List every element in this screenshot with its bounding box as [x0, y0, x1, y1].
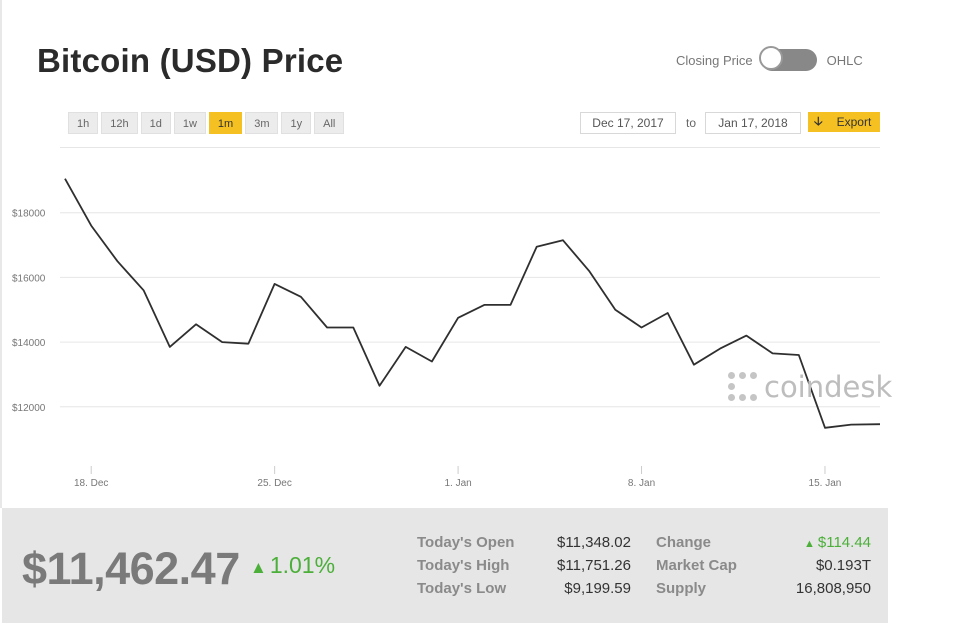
- todays-high-label: Today's High: [417, 557, 510, 574]
- chart-gridlines: [60, 212, 880, 408]
- x-tick-label: 25. Dec: [257, 478, 291, 489]
- range-button-1w[interactable]: 1w: [173, 112, 206, 134]
- range-button-12h[interactable]: 12h: [101, 112, 138, 134]
- left-rule: [0, 0, 2, 508]
- range-button-1h[interactable]: 1h: [68, 112, 99, 134]
- todays-high-value: $11,751.26: [557, 557, 631, 574]
- y-tick-label: $18000: [12, 209, 46, 220]
- export-label: Export: [836, 115, 872, 129]
- market-cap-label: Market Cap: [656, 557, 737, 574]
- price-summary-panel: [2, 508, 888, 623]
- supply-label: Supply: [656, 580, 707, 597]
- price-mode-toggle-area: Closing Price OHLC: [676, 46, 863, 72]
- change-amount: $114.44: [817, 534, 871, 551]
- date-to-separator: to: [686, 116, 697, 130]
- export-button[interactable]: 🡣 Export: [808, 112, 880, 132]
- price-line-chart: $12000$14000$16000$18000 18. Dec 25. Dec 1…: [12, 178, 881, 489]
- range-button-1y[interactable]: 1y: [281, 112, 312, 134]
- y-tick-label: $12000: [12, 403, 46, 414]
- x-tick-label: 8. Jan: [628, 478, 655, 489]
- supply-value: 16,808,950: [795, 580, 871, 597]
- time-range-selector: 1h 12h 1d 1w 1m 3m 1y All: [68, 112, 345, 134]
- x-axis-ticks: 18. Dec 25. Dec 1. Jan 8. Jan 15. Jan: [74, 466, 841, 489]
- todays-low-label: Today's Low: [417, 580, 507, 597]
- price-change-percent: ▲ 1.01%: [250, 552, 335, 579]
- date-to-input[interactable]: Jan 17, 2018: [705, 112, 801, 134]
- range-button-3m[interactable]: 3m: [245, 112, 279, 134]
- change-percent-value: 1.01%: [269, 552, 336, 578]
- date-from-input[interactable]: Dec 17, 2017: [580, 112, 676, 134]
- todays-low-value: $9,199.59: [564, 580, 631, 597]
- current-price: $11,462.47: [22, 543, 240, 594]
- page-title: Bitcoin (USD) Price: [37, 42, 344, 79]
- range-button-1d[interactable]: 1d: [140, 112, 171, 134]
- closing-price-label: Closing Price: [676, 52, 753, 68]
- change-up-triangle-icon: ▲: [803, 538, 818, 550]
- price-mode-toggle[interactable]: [758, 46, 817, 71]
- price-series-line: [64, 178, 881, 429]
- todays-open-label: Today's Open: [417, 534, 515, 551]
- range-button-1m[interactable]: 1m: [208, 112, 243, 134]
- watermark-text: coindesk: [764, 370, 893, 404]
- y-tick-label: $14000: [12, 338, 46, 349]
- up-triangle-icon: ▲: [250, 558, 267, 577]
- download-arrow-icon: 🡣: [814, 113, 823, 128]
- coindesk-watermark: coindesk: [728, 370, 892, 404]
- range-button-all[interactable]: All: [314, 112, 345, 134]
- todays-open-value: $11,348.02: [557, 534, 631, 551]
- chart-top-border: [60, 147, 880, 148]
- y-tick-label: $16000: [12, 273, 46, 284]
- ohlc-label: OHLC: [826, 52, 863, 68]
- x-tick-label: 1. Jan: [444, 478, 471, 489]
- change-value: ▲ $114.44: [804, 534, 871, 551]
- y-axis-ticks: $12000 $14000 $16000 $18000: [12, 209, 46, 414]
- x-tick-label: 15. Jan: [809, 478, 842, 489]
- market-cap-value: $0.193T: [815, 557, 871, 574]
- coindesk-logo-icon: [728, 372, 758, 402]
- toggle-knob[interactable]: [758, 46, 783, 70]
- x-tick-label: 18. Dec: [74, 478, 108, 489]
- change-label: Change: [656, 534, 712, 551]
